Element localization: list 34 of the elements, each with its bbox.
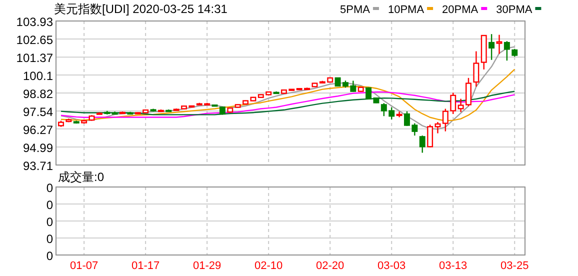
legend-label: 20PMA <box>442 4 479 16</box>
category-label: 03-13 <box>439 260 468 272</box>
category-label: 01-17 <box>132 260 160 272</box>
category-label: 03-03 <box>378 260 406 272</box>
y-tick-label: 100.1 <box>22 68 54 83</box>
legend-label: 5PMA <box>340 4 371 16</box>
y-tick-label: 103.93 <box>16 15 54 29</box>
category-label: 02-10 <box>254 260 283 272</box>
legend-label: 10PMA <box>388 4 425 16</box>
text: 0 <box>46 181 54 195</box>
candlestick <box>434 121 441 134</box>
candlestick <box>473 50 480 88</box>
candlestick <box>427 124 434 148</box>
candlestick <box>419 134 426 154</box>
y-tick-label: 97.54 <box>22 105 54 120</box>
legend-label: 30PMA <box>496 4 533 16</box>
y-tick-label: 98.82 <box>22 87 54 101</box>
category-label: 01-29 <box>193 260 222 272</box>
candlestick <box>496 34 502 54</box>
y-tick-label: 93.71 <box>22 159 54 173</box>
text: 0 <box>46 232 54 246</box>
text: 0 <box>46 249 54 263</box>
candlestick <box>488 34 495 60</box>
category-label: 01-07 <box>70 260 98 272</box>
y-tick-label: 96.27 <box>22 122 54 137</box>
y-tick-label: 101.37 <box>16 51 54 66</box>
category-label: 02-20 <box>316 260 344 272</box>
y-tick-label: 94.99 <box>22 140 54 155</box>
chart-title: 美元指数[UDI] 2020-03-25 14:31 <box>54 2 228 16</box>
text: 0 <box>46 198 54 212</box>
text: 0 <box>46 215 54 229</box>
text: 成交量:0 <box>58 170 104 184</box>
y-tick-label: 102.65 <box>16 33 54 48</box>
category-label: 03-25 <box>500 260 529 272</box>
